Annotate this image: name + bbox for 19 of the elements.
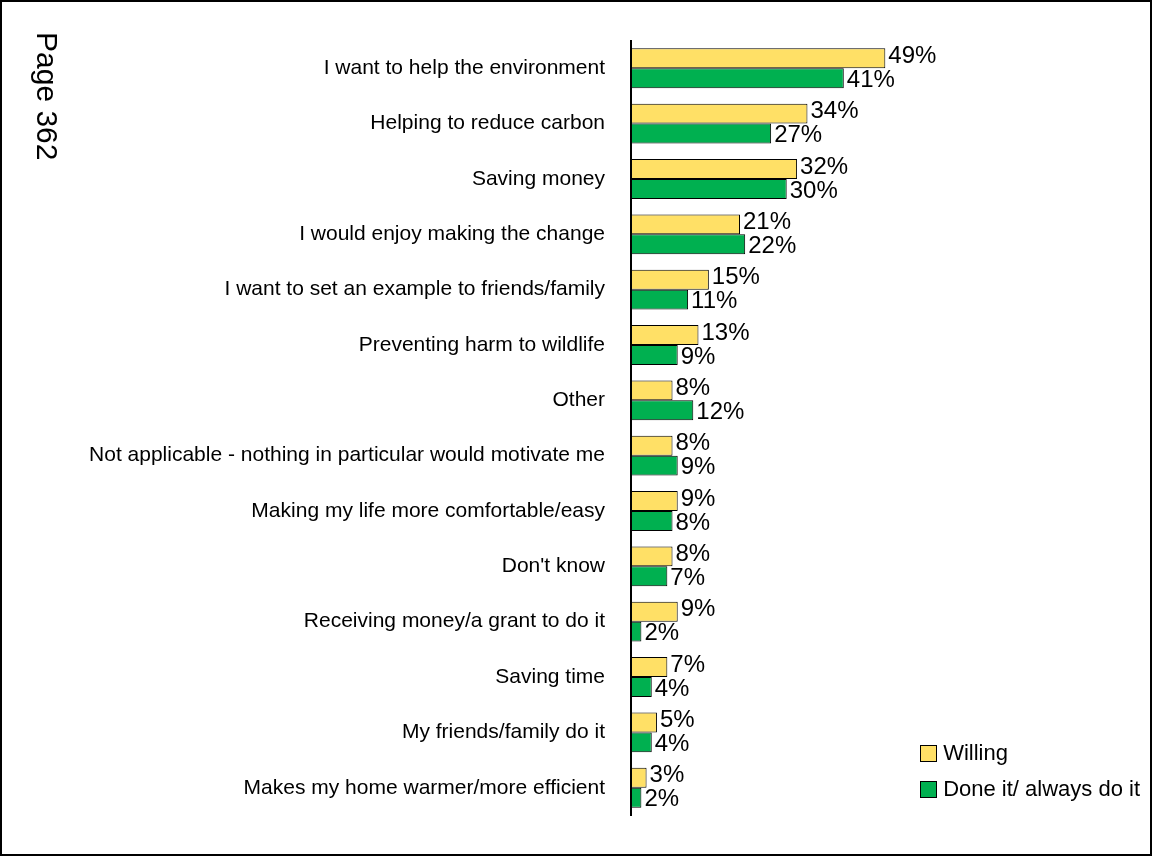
- y-tick-label: Other: [552, 387, 605, 411]
- y-tick-label: Don't know: [501, 553, 606, 577]
- data-label: 9%: [680, 594, 716, 622]
- y-tick-label: Makes my home warmer/more efficient: [243, 774, 606, 798]
- y-tick-label: My friends/family do it: [401, 719, 606, 743]
- y-tick-label: Receiving money/a grant to do it: [303, 608, 606, 632]
- text: Page 362: [30, 32, 64, 161]
- y-tick-label: Helping to reduce carbon: [370, 110, 605, 134]
- y-tick-label: I want to help the environment: [323, 55, 606, 79]
- y-tick-label: Not applicable - nothing in particular would motivate me: [89, 442, 605, 466]
- legend-label: Willing: [943, 740, 1008, 765]
- y-tick-label: I would enjoy making the change: [299, 221, 605, 245]
- y-tick-label: Saving time: [495, 663, 605, 687]
- data-label: 2%: [644, 618, 680, 646]
- legend-label: Done it/ always do it: [943, 776, 1140, 801]
- y-tick-label: I want to set an example to friends/family: [224, 276, 606, 300]
- y-tick-label: Saving money: [471, 165, 606, 189]
- y-tick-label: Making my life more comfortable/easy: [251, 497, 606, 521]
- y-tick-label: Preventing harm to wildlife: [358, 331, 605, 355]
